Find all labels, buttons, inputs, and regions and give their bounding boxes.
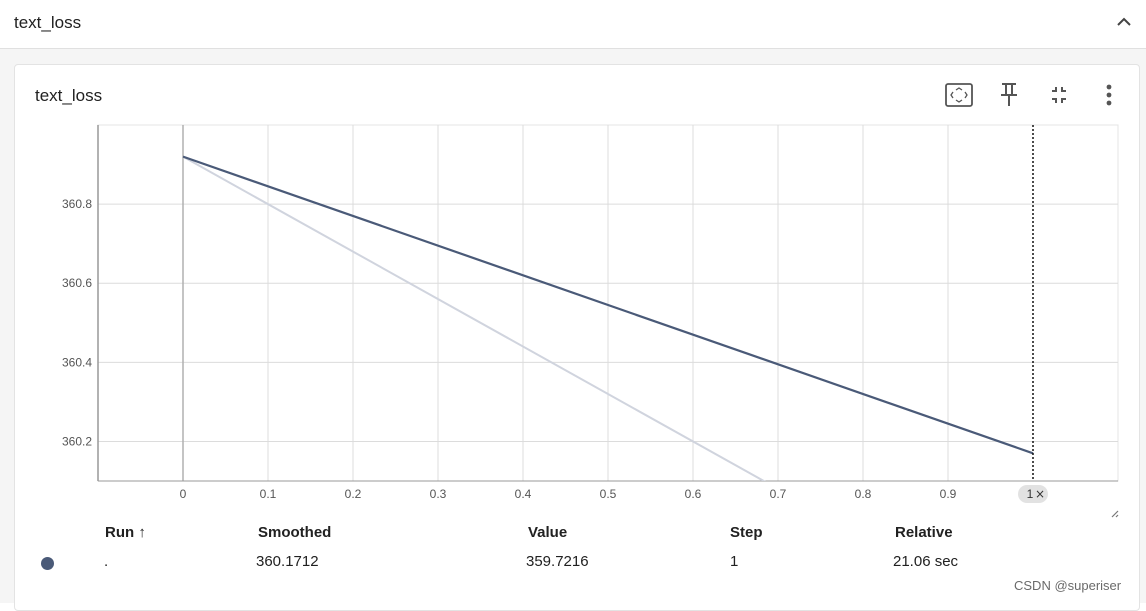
section-title: text_loss [14, 13, 82, 32]
cell-step: 1 [730, 553, 739, 570]
fit-domain-button[interactable] [943, 79, 975, 111]
close-icon: × [1035, 487, 1045, 501]
cell-run: . [104, 553, 109, 570]
y-tick-label: 360.8 [62, 197, 92, 211]
y-tick-label: 360.4 [62, 355, 92, 369]
x-tick-label: 0.7 [770, 487, 787, 501]
fit-domain-icon [945, 83, 973, 107]
collapse-section-button[interactable] [1110, 8, 1138, 36]
col-header-step[interactable]: Step [730, 524, 763, 541]
x-tick-label: 0.9 [940, 487, 957, 501]
more-options-button[interactable] [1093, 79, 1125, 111]
run-color-swatch [41, 557, 54, 570]
section-header: text_loss [0, 0, 1146, 49]
pin-icon [1001, 83, 1017, 106]
x-tick-label: 0.8 [855, 487, 872, 501]
cell-smoothed: 360.1712 [256, 553, 319, 570]
hover-step-label: 1 [1027, 487, 1034, 501]
resize-handle [1115, 514, 1119, 518]
cell-relative: 21.06 sec [893, 553, 959, 570]
col-header-run[interactable]: Run ↑ [105, 524, 146, 541]
more-vert-icon [1106, 84, 1112, 106]
collapse-icon [1052, 87, 1066, 103]
x-tick-label: 0 [180, 487, 187, 501]
y-tick-label: 360.2 [62, 434, 92, 448]
x-tick-label: 0.5 [600, 487, 617, 501]
x-tick-label: 0.3 [430, 487, 447, 501]
chevron-up-icon [1117, 17, 1131, 26]
watermark: CSDN @superiser [1014, 578, 1122, 593]
y-tick-label: 360.6 [62, 276, 92, 290]
col-header-relative[interactable]: Relative [895, 524, 953, 541]
pin-button[interactable] [993, 79, 1025, 111]
collapse-chart-button[interactable] [1043, 79, 1075, 111]
card-title: text_loss [35, 86, 103, 105]
cell-value: 359.7216 [526, 553, 589, 570]
x-tick-label: 0.4 [515, 487, 532, 501]
x-tick-label: 0.2 [345, 487, 362, 501]
x-tick-label: 0.1 [260, 487, 277, 501]
resize-handle [1111, 510, 1119, 518]
hover-step-badge [1018, 485, 1048, 503]
smoothed-series-line [182, 155, 1034, 455]
raw-series-line [182, 155, 766, 481]
line-chart[interactable]: 360.2 360.4 360.6 360.8 0 0.1 0.2 0.3 0.4 0.5 0.6 0… [15, 65, 1139, 525]
x-tick-label: 0.6 [685, 487, 702, 501]
col-header-smoothed[interactable]: Smoothed [258, 524, 332, 541]
chart-card: text_loss 360 [14, 64, 1140, 611]
col-header-value[interactable]: Value [528, 524, 568, 541]
